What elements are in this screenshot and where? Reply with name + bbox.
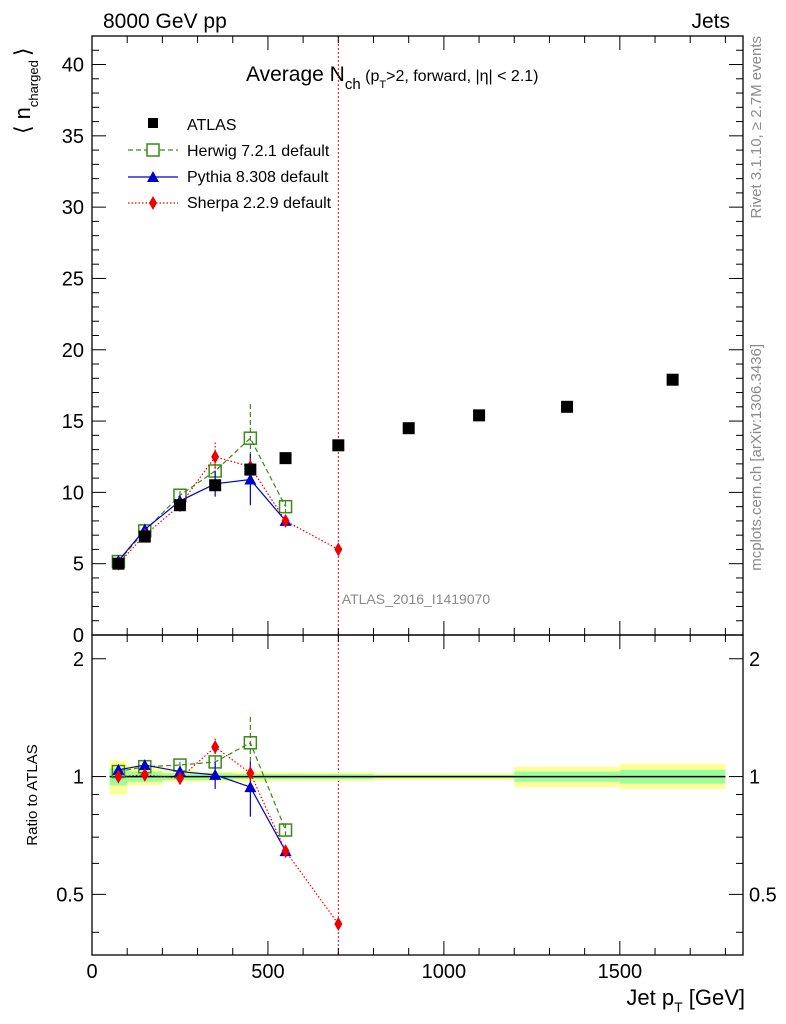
ratio-point-sherpa-2 <box>175 771 184 786</box>
main-y-tick-label-6: 30 <box>62 197 84 219</box>
x-tick-label-2: 1000 <box>422 961 467 983</box>
ratio-point-sherpa-5 <box>281 844 290 859</box>
ratio-point-sherpa-0 <box>114 769 123 784</box>
main-y-axis-label: ⟨ncharged⟩ <box>10 48 41 134</box>
ratio-point-sherpa-3 <box>211 740 220 754</box>
svg-text:⟨ncharged⟩: ⟨ncharged⟩ <box>10 48 41 134</box>
main-series-pythia <box>112 453 292 566</box>
main-y-tick-label-8: 40 <box>62 55 84 77</box>
header-left-label: 8000 GeV pp <box>103 10 227 33</box>
rivet-version-label: Rivet 3.1.10, ≥ 2.7M events <box>748 36 765 219</box>
main-y-tick-label-3: 15 <box>62 411 84 433</box>
ratio-point-sherpa-1 <box>140 767 149 782</box>
ratio-point-herwig-5 <box>278 823 293 837</box>
main-point-atlas-8 <box>473 409 486 422</box>
main-y-tick-label-0: 0 <box>73 625 84 647</box>
ratio-point-pythia-4 <box>244 781 257 793</box>
main-point-atlas-6 <box>332 439 345 452</box>
main-y-tick-label-2: 10 <box>62 482 84 504</box>
ratio-line-herwig <box>118 741 287 831</box>
main-series-atlas <box>112 373 679 570</box>
ratio-y-tick-label-right-0: 0.5 <box>749 884 777 906</box>
ratio-y-tick-label-right-1: 1 <box>749 767 760 789</box>
ratio-point-herwig-4 <box>243 736 258 750</box>
legend-entry-pythia: Pythia 8.308 default <box>128 169 329 186</box>
main-line-pythia <box>117 478 286 562</box>
legend-entry-sherpa: Sherpa 2.2.9 default <box>128 195 332 212</box>
main-point-pythia-4 <box>244 473 257 485</box>
legend-label-atlas: ATLAS <box>187 117 237 134</box>
main-point-sherpa-3 <box>211 449 220 464</box>
ratio-y-tick-label-right-2: 2 <box>749 649 760 671</box>
ratio-point-pythia-1 <box>138 759 151 771</box>
main-point-sherpa-5 <box>281 513 290 528</box>
main-line-sherpa <box>117 456 339 565</box>
ratio-y-axis-label: Ratio to ATLAS <box>24 744 41 845</box>
x-tick-label-0: 0 <box>86 961 97 983</box>
main-point-atlas-5 <box>279 452 292 465</box>
ratio-point-sherpa-6 <box>334 917 343 932</box>
main-line-herwig <box>117 437 287 562</box>
ratio-panel-plot <box>109 716 726 932</box>
legend-marker-pythia <box>147 171 159 182</box>
legend-marker-sherpa <box>149 196 157 210</box>
main-point-atlas-2 <box>173 499 186 512</box>
legend-entry-atlas: ATLAS <box>148 117 237 134</box>
ratio-y-tick-label-left-0: 0.5 <box>56 884 84 906</box>
legend: ATLAS Herwig 7.2.1 default Pythia 8.308 … <box>128 117 332 212</box>
legend-label-herwig: Herwig 7.2.1 default <box>187 143 330 160</box>
ratio-point-pythia-0 <box>112 763 125 775</box>
main-point-atlas-3 <box>209 479 222 492</box>
ratio-panel-frame <box>91 634 744 956</box>
main-y-tick-label-1: 5 <box>73 554 84 576</box>
header-right-label: Jets <box>691 10 730 33</box>
main-panel-title: Average Nch (pT>2, forward, |η| < 2.1) <box>246 63 538 93</box>
main-point-atlas-1 <box>138 530 151 543</box>
ratio-point-pythia-2 <box>173 765 186 777</box>
main-point-atlas-10 <box>666 373 679 386</box>
main-y-tick-label-5: 25 <box>62 268 84 290</box>
ratio-y-tick-label-left-2: 2 <box>73 649 84 671</box>
main-panel-plot <box>111 36 679 955</box>
main-point-atlas-9 <box>561 400 574 413</box>
legend-label-pythia: Pythia 8.308 default <box>187 169 329 186</box>
main-series-herwig <box>111 403 293 569</box>
ratio-point-pythia-3 <box>209 768 222 780</box>
ratio-y-tick-label-left-1: 1 <box>73 767 84 789</box>
main-point-atlas-7 <box>402 422 415 435</box>
mcplots-label: mcplots.cern.ch [arXiv:1306.3436] <box>748 344 765 571</box>
main-y-tick-label-4: 20 <box>62 340 84 362</box>
main-series-sherpa <box>114 442 343 571</box>
legend-marker-herwig <box>146 143 160 157</box>
legend-label-sherpa: Sherpa 2.2.9 default <box>187 195 332 212</box>
analysis-id-label: ATLAS_2016_I1419070 <box>342 591 491 607</box>
main-point-herwig-4 <box>243 431 258 445</box>
main-point-atlas-4 <box>244 463 257 476</box>
ratio-point-sherpa-4 <box>246 766 255 781</box>
main-point-atlas-0 <box>112 557 125 570</box>
ratio-line-pythia <box>118 764 287 852</box>
main-point-sherpa-6 <box>334 542 343 557</box>
legend-entry-herwig: Herwig 7.2.1 default <box>128 143 330 160</box>
legend-marker-atlas <box>148 118 158 128</box>
main-point-herwig-5 <box>278 499 293 514</box>
ratio-series-sherpa <box>114 738 343 932</box>
x-tick-label-1: 500 <box>251 961 284 983</box>
x-axis-label: Jet pT [GeV] <box>626 985 745 1015</box>
x-tick-label-3: 1500 <box>598 961 643 983</box>
main-y-tick-label-7: 35 <box>62 126 84 148</box>
axis-ticks <box>91 35 743 955</box>
